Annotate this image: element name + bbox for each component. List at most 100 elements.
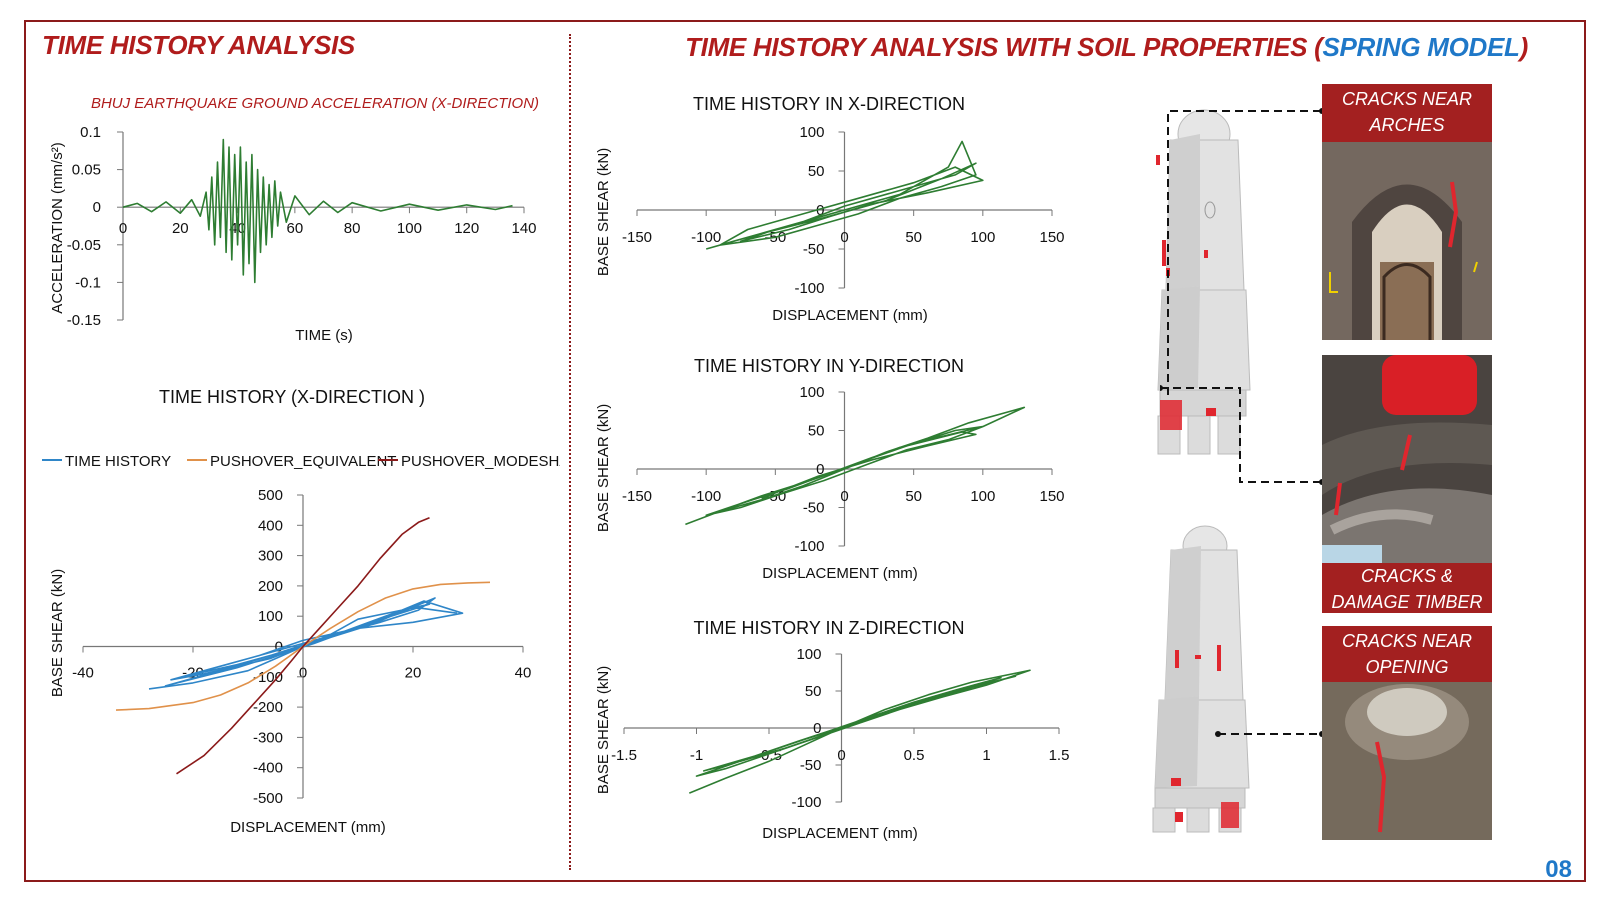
connector-arches: [1167, 110, 1322, 395]
y-axis-label: BASE SHEAR (kN): [596, 404, 612, 532]
y-axis-label: BASE SHEAR (kN): [596, 148, 612, 276]
series-line-1: [122, 138, 513, 284]
connector-lines: [1160, 108, 1325, 737]
tower-model-upper: [1156, 109, 1251, 455]
x-tick-label: 0: [837, 747, 845, 764]
connector-timber: [1160, 387, 1322, 483]
y-tick-label: -100: [791, 794, 821, 811]
x-tick-label: 1.5: [1049, 747, 1070, 764]
y-tick-label: 200: [258, 578, 283, 595]
x-tick-label: 100: [970, 488, 995, 505]
x-tick-label: 1: [982, 747, 990, 764]
y-tick-label: 300: [258, 548, 283, 565]
photo-arches: [1322, 142, 1492, 340]
chart-title: TIME HISTORY IN Y-DIRECTION: [694, 356, 964, 376]
series-line-1: [685, 406, 1026, 526]
x-axis-label: TIME (s): [295, 327, 353, 344]
spring-y-chart: TIME HISTORY IN Y-DIRECTION -150 -100 -50 0 5…: [596, 356, 1065, 582]
y-axis-label: BASE SHEAR (kN): [49, 569, 66, 697]
x-tick-label: -150: [622, 229, 652, 246]
callout-cracks-arches: CRACKS NEAR ARCHES: [1322, 84, 1492, 142]
y-tick-label: -100: [253, 669, 283, 686]
x-tick-label: 0: [840, 229, 848, 246]
photo-opening: [1322, 682, 1492, 840]
y-tick-label: 0: [93, 199, 101, 216]
y-tick-label: 100: [258, 608, 283, 625]
time-history-x-chart: TIME HISTORY (X-DIRECTION ) -40 -20 0 20 40 50…: [42, 387, 560, 836]
y-tick-label: 50: [805, 683, 822, 700]
x-tick-label: 50: [905, 488, 922, 505]
y-tick-label: 50: [808, 163, 825, 180]
x-tick-label: 60: [287, 220, 304, 237]
x-axis-label: DISPLACEMENT (mm): [762, 825, 918, 842]
y-tick-label: 0: [275, 639, 283, 656]
chart-title: TIME HISTORY IN X-DIRECTION: [693, 94, 965, 114]
spring-x-chart: TIME HISTORY IN X-DIRECTION -150 -100 -50 0 5…: [596, 94, 1065, 324]
x-tick-label: -150: [622, 488, 652, 505]
section-divider: [569, 34, 571, 870]
x-tick-label: 80: [344, 220, 361, 237]
series-line-1: [705, 140, 984, 250]
x-tick-label: -40: [72, 665, 94, 682]
y-tick-label: 100: [799, 124, 824, 141]
x-tick-label: 0: [119, 220, 127, 237]
page-number: 08: [1545, 856, 1572, 883]
y-axis-label: BASE SHEAR (kN): [596, 666, 612, 794]
callout-timber-beam: CRACKS & DAMAGE TIMBER BEAM: [1322, 563, 1492, 638]
chart-title: BHUJ EARTHQUAKE GROUND ACCELERATION (X-D…: [91, 95, 539, 112]
x-tick-label: 140: [511, 220, 536, 237]
x-tick-label: -1: [690, 747, 703, 764]
x-axis-label: DISPLACEMENT (mm): [230, 819, 386, 836]
photo-timber-beam: [1322, 355, 1492, 563]
y-tick-label: -300: [253, 729, 283, 746]
tower-model-lower-shape: [1152, 525, 1250, 833]
x-tick-label: 0: [299, 665, 307, 682]
callout-cracks-opening: CRACKS NEAR OPENING: [1322, 626, 1492, 682]
y-tick-label: -100: [794, 538, 824, 555]
y-tick-label: 0: [816, 461, 824, 478]
right-section-title: TIME HISTORY ANALYSIS WITH SOIL PROPERTI…: [685, 32, 1528, 63]
legend-label-3: PUSHOVER_MODESHAPE: [401, 453, 560, 470]
y-tick-label: 50: [808, 423, 825, 440]
x-axis-label: DISPLACEMENT (mm): [762, 565, 918, 582]
x-tick-label: 20: [172, 220, 189, 237]
chart-title: TIME HISTORY IN Z-DIRECTION: [693, 618, 964, 638]
x-tick-label: 100: [970, 229, 995, 246]
y-tick-label: 100: [799, 384, 824, 401]
spring-z-chart: TIME HISTORY IN Z-DIRECTION-1.5 -1 -0.5 0 0.…: [596, 618, 1070, 842]
legend-label-2: PUSHOVER_EQUIVALENT: [210, 453, 396, 470]
x-tick-label: 40: [515, 665, 532, 682]
y-tick-label: -200: [253, 699, 283, 716]
right-title-close: ): [1519, 32, 1529, 62]
y-tick-label: -0.15: [67, 312, 101, 329]
y-tick-label: -100: [794, 280, 824, 297]
y-tick-label: -0.05: [67, 237, 101, 254]
x-tick-label: 0.5: [904, 747, 925, 764]
x-tick-label: 50: [905, 229, 922, 246]
y-tick-label: 100: [796, 646, 821, 663]
y-tick-label: 0.1: [80, 124, 101, 141]
left-section-title: TIME HISTORY ANALYSIS: [42, 30, 355, 60]
y-tick-label: -400: [253, 760, 283, 777]
series-line-2: [115, 581, 491, 711]
x-tick-label: 100: [397, 220, 422, 237]
y-tick-label: 0: [813, 720, 821, 737]
x-tick-label: -100: [691, 229, 721, 246]
y-tick-label: 0: [816, 202, 824, 219]
legend-label-1: TIME HISTORY: [65, 453, 171, 470]
tower-model-upper-shape: [1156, 109, 1251, 455]
x-tick-label: -1.5: [611, 747, 637, 764]
tower-model-lower: [1152, 525, 1250, 833]
y-tick-label: 0.05: [72, 162, 101, 179]
series-line-3: [176, 516, 430, 775]
x-tick-label: 150: [1039, 488, 1064, 505]
y-tick-label: -0.1: [75, 274, 101, 291]
right-title-accent: SPRING MODEL: [1322, 32, 1520, 62]
right-title-main: TIME HISTORY ANALYSIS WITH SOIL PROPERTI…: [685, 32, 1323, 62]
page-frame: [24, 20, 1586, 882]
x-axis-label: DISPLACEMENT (mm): [772, 307, 928, 324]
y-tick-label: -50: [803, 241, 825, 258]
y-tick-label: 400: [258, 517, 283, 534]
series-line-1: [688, 669, 1031, 794]
y-tick-label: -500: [253, 790, 283, 807]
